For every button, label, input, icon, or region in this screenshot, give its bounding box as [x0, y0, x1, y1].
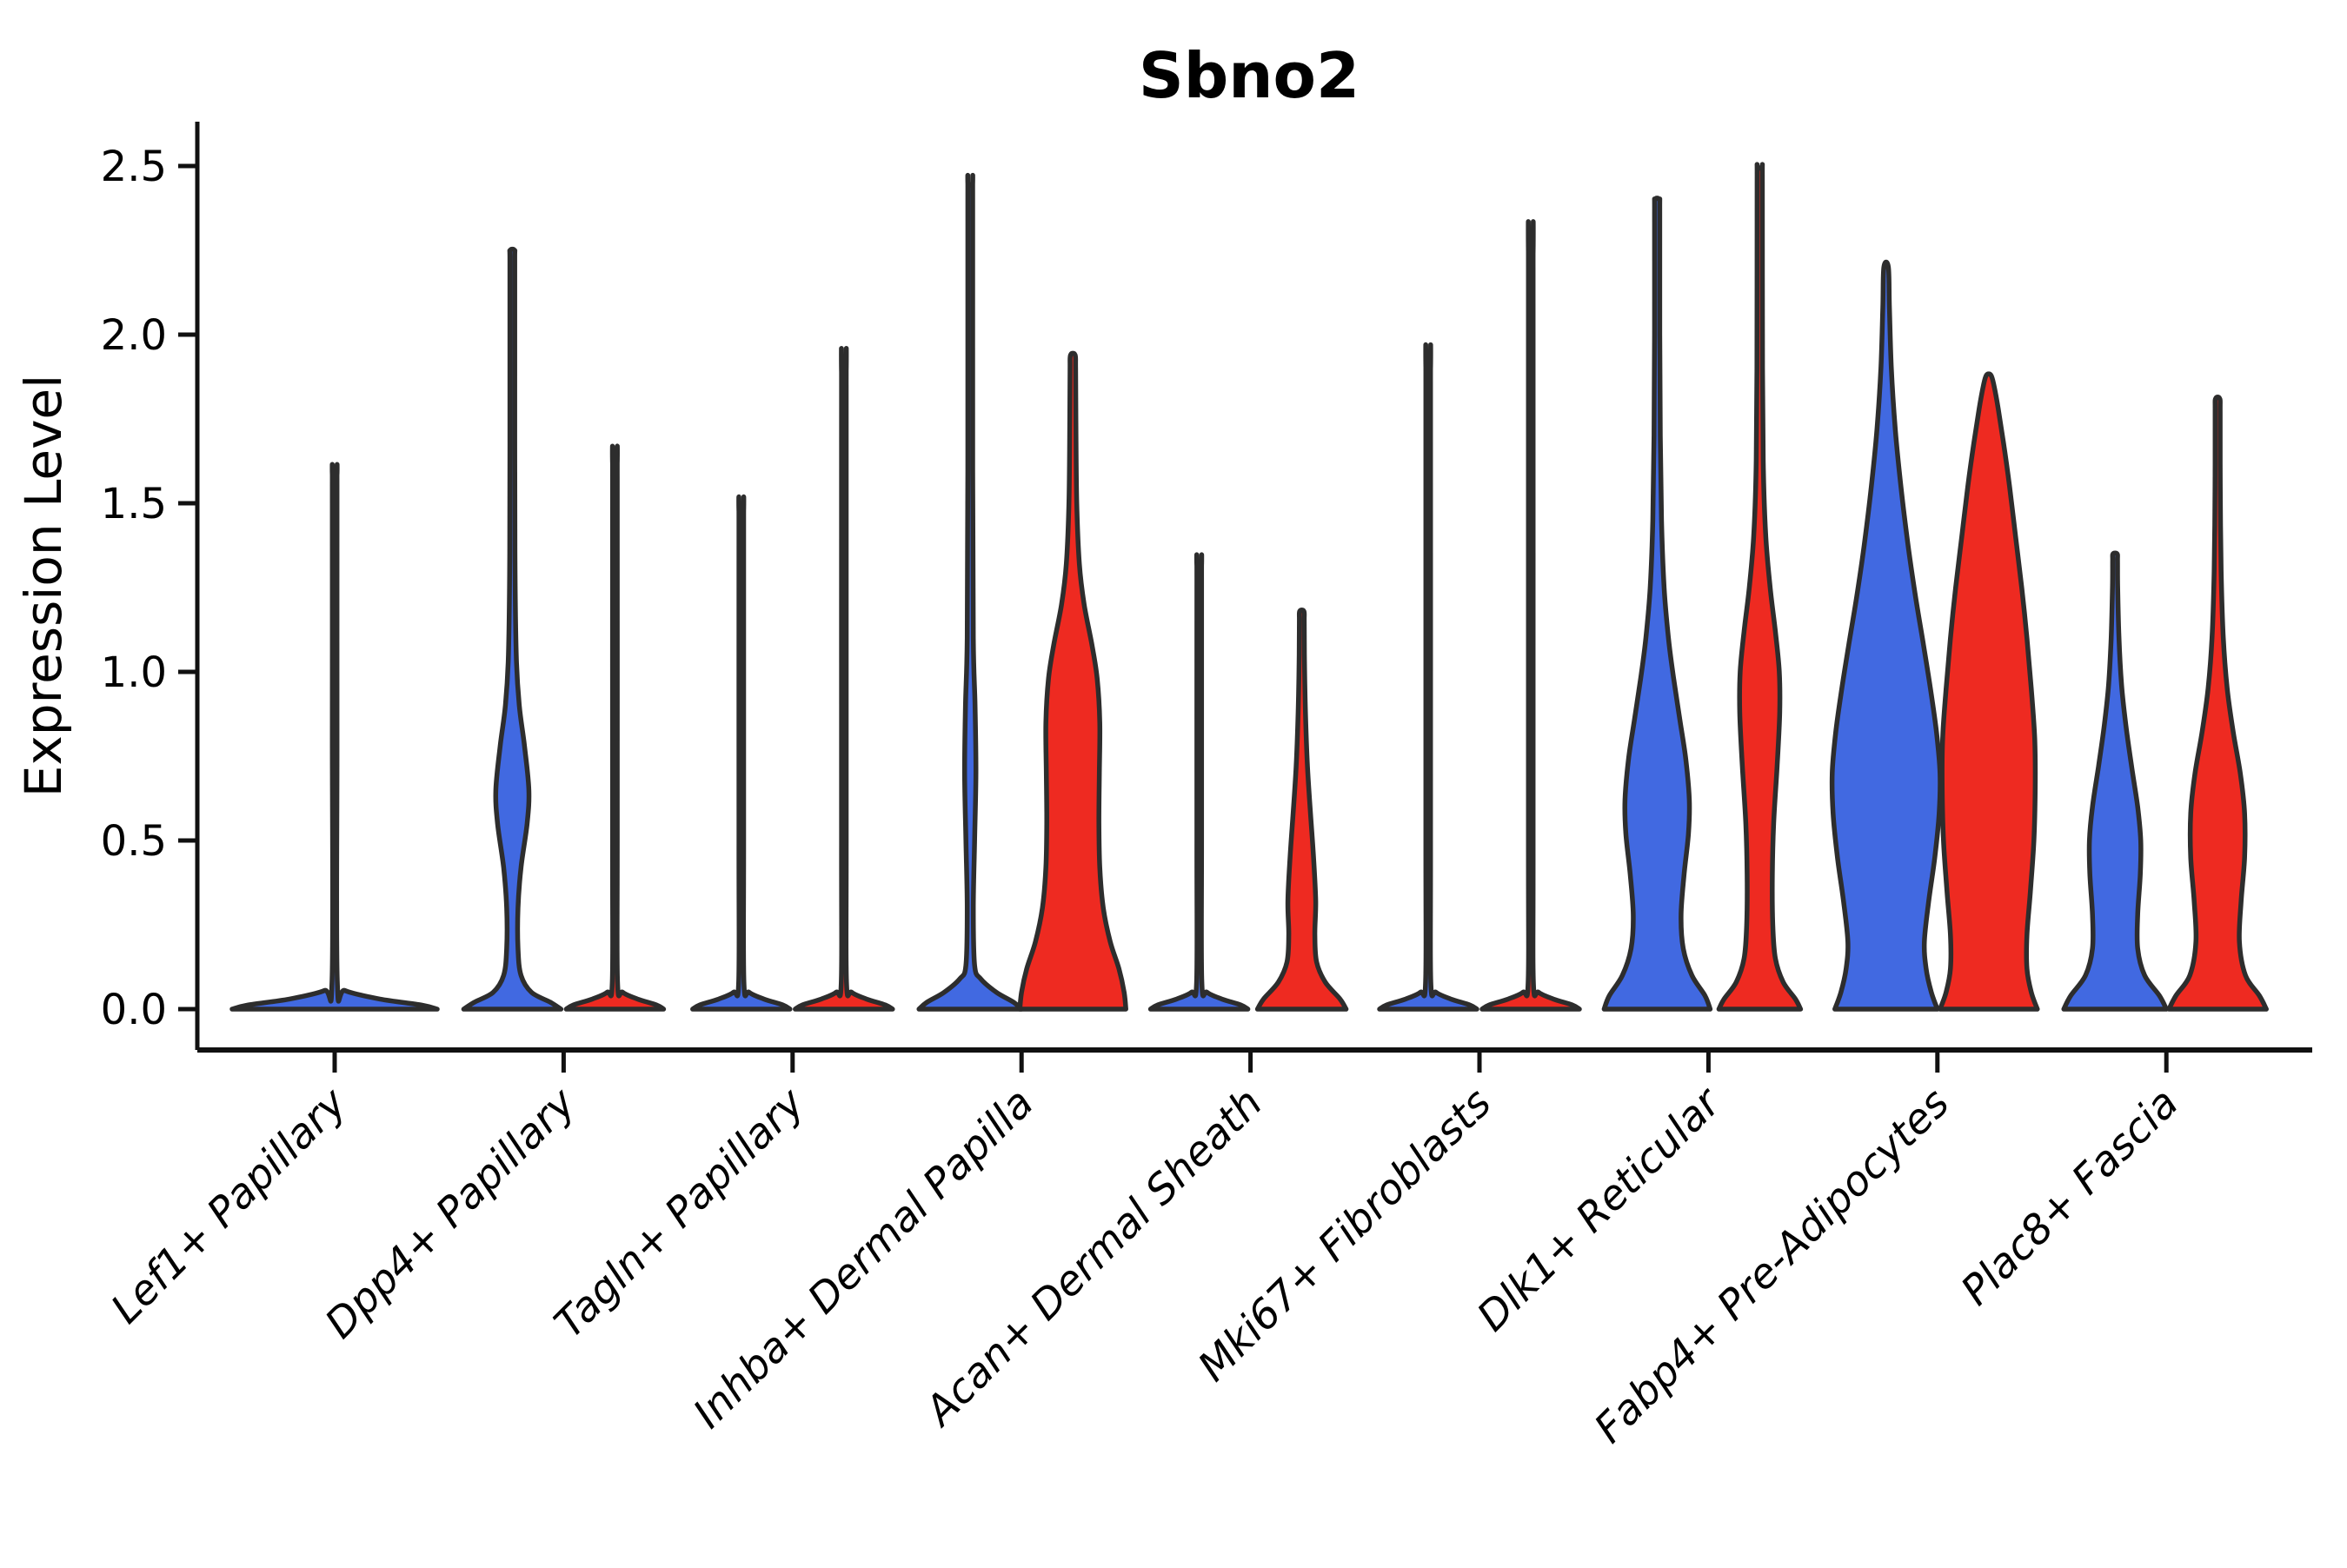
x-tick-label-tagln-papillary: Tagln+ Papillary [546, 1079, 815, 1348]
y-axis-ticks: 2.5 2.0 1.5 1.0 0.5 0.0 [101, 143, 197, 1034]
x-tick-label-lef1-papillary: Lef1+ Papillary [102, 1079, 356, 1333]
violin-fabp4-pre-adipocytes-blue [1829, 259, 1943, 1012]
violin-acan-dermal-sheath-red [1254, 607, 1349, 1012]
violin-fabp4-pre-adipocytes-red [1938, 371, 2040, 1012]
violins-layer [229, 162, 2269, 1012]
violin-mki67-fibroblasts-blue [1377, 342, 1479, 1012]
y-axis-label: Expression Level [14, 375, 73, 797]
violin-plac8-fascia-red [2166, 395, 2269, 1012]
x-tick-label-dlk1-reticular: Dlk1+ Reticular [1468, 1078, 1732, 1341]
violin-mki67-fibroblasts-red [1479, 219, 1582, 1012]
y-tick-label-2.5: 2.5 [101, 143, 167, 191]
y-tick-label-0.0: 0.0 [101, 986, 167, 1034]
x-tick-label-plac8-fascia: Plac8+ Fascia [1952, 1080, 2188, 1315]
violin-tagln-papillary-red [793, 346, 895, 1012]
plot-title: Sbno2 [1139, 39, 1360, 112]
violin-inhba-dermal-papilla-red [1017, 350, 1128, 1012]
y-tick-label-1.0: 1.0 [101, 648, 167, 697]
x-tick-label-dpp4-papillary: Dpp4+ Papillary [316, 1079, 586, 1348]
violin-dpp4-papillary-red [563, 443, 667, 1012]
violin-plac8-fascia-blue [2061, 550, 2169, 1012]
violin-acan-dermal-sheath-blue [1147, 552, 1251, 1012]
violin-lef1-papillary-single [229, 462, 440, 1012]
violin-tagln-papillary-blue [690, 494, 793, 1012]
y-tick-label-0.5: 0.5 [101, 817, 167, 866]
violin-dlk1-reticular-red [1716, 162, 1804, 1012]
y-tick-label-1.5: 1.5 [101, 480, 167, 528]
y-tick-label-2.0: 2.0 [101, 311, 167, 360]
violin-inhba-dermal-papilla-blue [916, 172, 1024, 1012]
violin-dlk1-reticular-blue [1601, 196, 1713, 1012]
violin-dpp4-papillary-blue [461, 246, 564, 1012]
